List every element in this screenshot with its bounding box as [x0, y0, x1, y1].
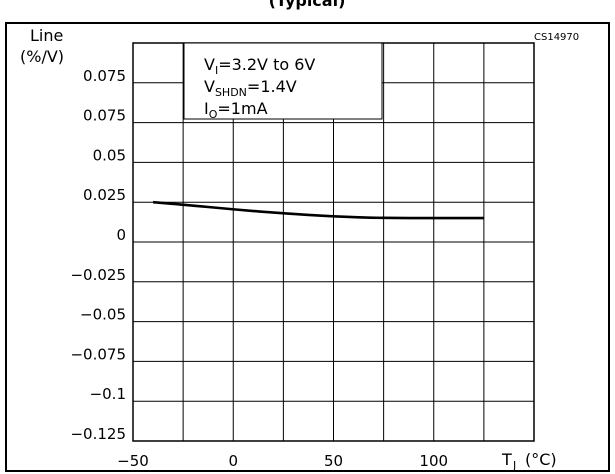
x-tick-label: 0	[228, 452, 238, 470]
y-tick-label: −0.025	[70, 266, 126, 284]
y-tick-label: 0.075	[83, 107, 126, 125]
x-axis-label: T J (°C)	[501, 450, 557, 472]
x-axis-label-sub: J	[512, 459, 516, 472]
y-tick-label: 0.025	[83, 186, 126, 204]
line-series	[152, 200, 484, 220]
annotation-line: VI=3.2V to 6V	[204, 55, 315, 77]
annotation-line: VSHDN=1.4V	[204, 77, 297, 99]
outer-frame	[5, 22, 610, 472]
y-tick-label: −0.05	[80, 306, 126, 324]
y-tick-label: 0.075	[83, 67, 126, 85]
chart-code: CS14970	[534, 32, 579, 43]
y-tick-label: −0.1	[90, 385, 126, 403]
annotation-line: IO=1mA	[204, 99, 268, 121]
annotation-box	[183, 42, 383, 120]
x-axis-label-main: T	[501, 450, 512, 469]
y-tick-label: −0.075	[70, 345, 126, 363]
y-axis-label-line2: (%/V)	[20, 47, 64, 66]
y-tick-label: −0.125	[70, 425, 126, 443]
y-tick-label: 0	[116, 226, 126, 244]
y-tick-label: 0.05	[93, 146, 126, 164]
x-tick-labels: −50 0 50 100	[117, 452, 448, 470]
header-area: (Typical)	[269, 0, 346, 10]
x-tick-label: 100	[419, 452, 448, 470]
y-axis-label-line1: Line	[30, 26, 63, 45]
x-tick-label: 50	[324, 452, 343, 470]
x-tick-label: −50	[117, 452, 149, 470]
x-axis-label-unit: (°C)	[525, 450, 557, 469]
y-tick-labels: 0.075 0.075 0.05 0.025 0 −0.025 −0.05 −0.075 −0.…	[70, 67, 126, 443]
chart-title-partial: (Typical)	[269, 0, 346, 10]
